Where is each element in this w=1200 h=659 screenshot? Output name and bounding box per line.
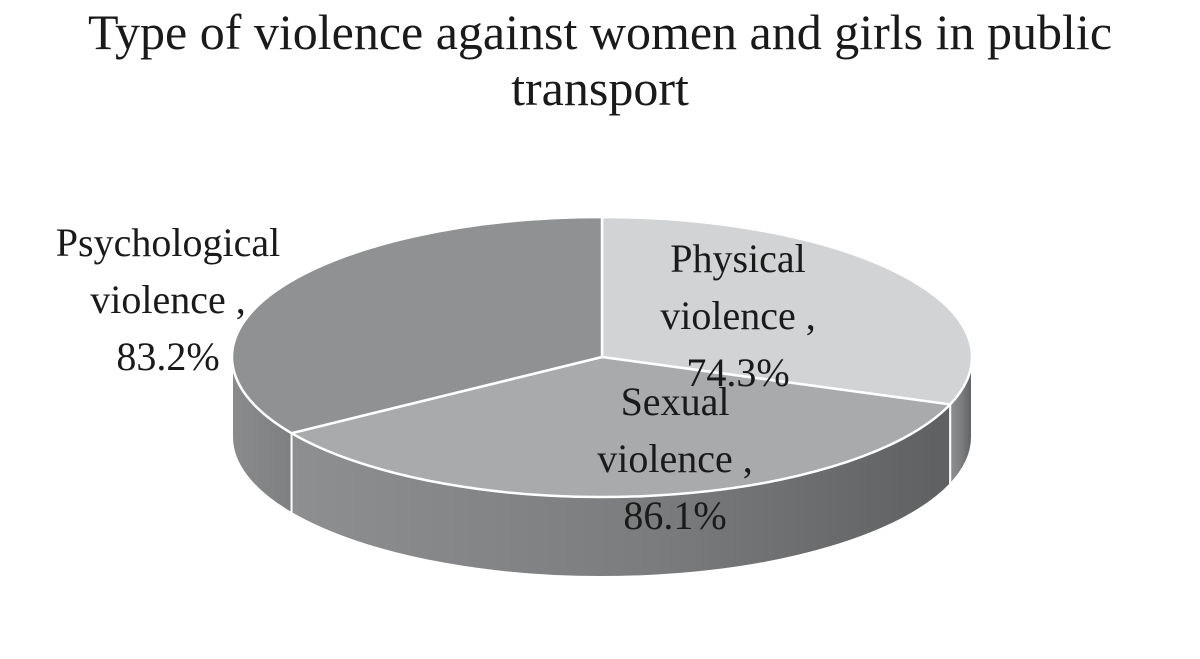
slice-label-line: violence , [90,277,246,322]
slice-label-line: violence , [660,293,816,338]
slice-label-line: 74.3% [686,350,789,395]
pie-top-group [230,215,974,499]
slice-label-line: violence , [597,436,753,481]
pie-slice-sexual-violence [290,355,952,499]
pie-slice-physical-violence [600,215,974,406]
slice-label-line: 83.2% [116,334,219,379]
pie-slice-psychological-violence [230,215,604,435]
slice-label-line: Physical [670,236,806,281]
slice-label-psychological-violence: Psychological violence , 83.2% [56,220,280,379]
chart-title-line-1: Type of violence against women and girls… [87,4,1113,60]
slice-label-physical-violence: Physical violence , 74.3% [660,236,816,395]
pie-labels-group: Physical violence , 74.3%Sexual violence , 8… [56,220,816,538]
slice-label-line: 86.1% [623,493,726,538]
chart-title: Type of violence against women and girls… [0,0,1200,116]
chart-title-line-2: transport [511,60,689,116]
slice-label-sexual-violence: Sexual violence , 86.1% [597,379,753,538]
slice-label-line: Psychological [56,220,280,265]
slice-label-line: Sexual [621,379,730,424]
